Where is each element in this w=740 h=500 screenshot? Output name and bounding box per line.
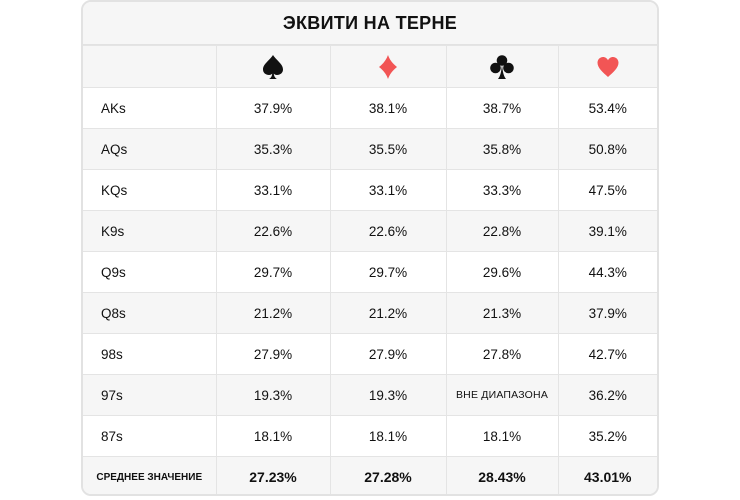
equity-cell: 22.6% [215, 210, 331, 252]
hand-cell: Q8s [83, 292, 217, 334]
equity-cell: 35.5% [329, 128, 447, 170]
equity-cell: 37.9% [557, 292, 657, 334]
equity-cell: 27.9% [329, 333, 447, 375]
equity-cell: 33.1% [329, 169, 447, 211]
equity-cell: 36.2% [557, 374, 657, 416]
heart-icon [557, 45, 657, 88]
table-row: Q8s 21.2% 21.2% 21.3% 37.9% [83, 292, 657, 334]
equity-cell: 44.3% [557, 251, 657, 293]
equity-cell: 47.5% [557, 169, 657, 211]
equity-cell: 38.1% [329, 87, 447, 129]
table-row: 97s 19.3% 19.3% ВНЕ ДИАПАЗОНА 36.2% [83, 374, 657, 416]
hand-cell: K9s [83, 210, 217, 252]
table-row: 87s 18.1% 18.1% 18.1% 35.2% [83, 415, 657, 457]
equity-cell: 19.3% [215, 374, 331, 416]
hand-cell: 87s [83, 415, 217, 457]
hand-cell: AKs [83, 87, 217, 129]
equity-cell: 21.2% [329, 292, 447, 334]
hand-cell: 97s [83, 374, 217, 416]
equity-cell: 29.7% [215, 251, 331, 293]
table-row: Q9s 29.7% 29.7% 29.6% 44.3% [83, 251, 657, 293]
equity-table: AKs 37.9% 38.1% 38.7% 53.4% AQs 35.3% 35… [83, 45, 657, 494]
equity-cell: 35.2% [557, 415, 657, 457]
equity-cell: 50.8% [557, 128, 657, 170]
equity-cell: 38.7% [445, 87, 559, 129]
out-of-range-cell: ВНЕ ДИАПАЗОНА [445, 374, 559, 416]
hand-cell: AQs [83, 128, 217, 170]
diamond-icon [329, 45, 447, 88]
equity-cell: 21.3% [445, 292, 559, 334]
equity-cell: 33.1% [215, 169, 331, 211]
equity-cell: 33.3% [445, 169, 559, 211]
table-title: ЭКВИТИ НА ТЕРНЕ [83, 2, 657, 45]
equity-cell: 29.6% [445, 251, 559, 293]
table-row: AKs 37.9% 38.1% 38.7% 53.4% [83, 87, 657, 129]
equity-cell: 35.8% [445, 128, 559, 170]
hand-cell: 98s [83, 333, 217, 375]
equity-cell: 39.1% [557, 210, 657, 252]
table-row: AQs 35.3% 35.5% 35.8% 50.8% [83, 128, 657, 170]
equity-cell: 19.3% [329, 374, 447, 416]
header-row [83, 45, 657, 88]
hand-cell: Q9s [83, 251, 217, 293]
average-label: СРЕДНЕЕ ЗНАЧЕНИЕ [83, 456, 217, 494]
equity-cell: 53.4% [557, 87, 657, 129]
spade-icon [215, 45, 331, 88]
average-cell: 43.01% [557, 456, 657, 494]
equity-cell: 18.1% [329, 415, 447, 457]
equity-cell: 22.8% [445, 210, 559, 252]
equity-cell: 29.7% [329, 251, 447, 293]
average-cell: 27.23% [215, 456, 331, 494]
header-hand-cell [83, 45, 217, 88]
equity-cell: 27.9% [215, 333, 331, 375]
equity-cell: 21.2% [215, 292, 331, 334]
equity-table-card: ЭКВИТИ НА ТЕРНЕ [81, 0, 659, 496]
hand-cell: KQs [83, 169, 217, 211]
equity-cell: 18.1% [445, 415, 559, 457]
table-row: 98s 27.9% 27.9% 27.8% 42.7% [83, 333, 657, 375]
table-row: K9s 22.6% 22.6% 22.8% 39.1% [83, 210, 657, 252]
equity-cell: 42.7% [557, 333, 657, 375]
club-icon [445, 45, 559, 88]
equity-cell: 35.3% [215, 128, 331, 170]
equity-cell: 22.6% [329, 210, 447, 252]
average-cell: 28.43% [445, 456, 559, 494]
equity-cell: 18.1% [215, 415, 331, 457]
equity-cell: 27.8% [445, 333, 559, 375]
average-cell: 27.28% [329, 456, 447, 494]
table-row: KQs 33.1% 33.1% 33.3% 47.5% [83, 169, 657, 211]
average-row: СРЕДНЕЕ ЗНАЧЕНИЕ 27.23% 27.28% 28.43% 43… [83, 456, 657, 494]
equity-cell: 37.9% [215, 87, 331, 129]
